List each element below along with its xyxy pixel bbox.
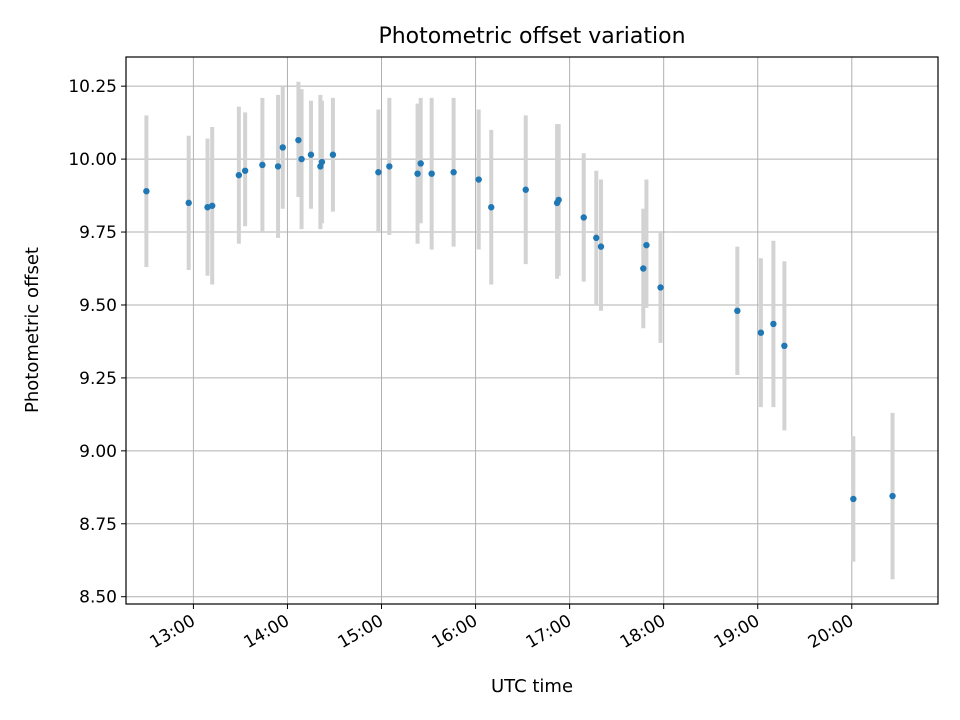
x-tick-label: 16:00 (429, 611, 481, 653)
data-point (428, 170, 435, 177)
data-point (889, 492, 896, 500)
data-point (593, 234, 600, 242)
x-axis-label: UTC time (491, 676, 573, 697)
x-tick-label: 13:00 (146, 611, 198, 653)
data-point (770, 320, 777, 328)
y-tick-layer: 8.50 8.75 9.00 9.25 9.50 9.75 10.00 10.25 (68, 77, 126, 608)
y-tick-label: 9.25 (79, 369, 117, 389)
x-tick-label: 20:00 (805, 611, 857, 653)
data-point (235, 171, 243, 179)
data-point (329, 151, 337, 158)
data-point (143, 187, 150, 195)
data-point (295, 136, 302, 144)
data-point (209, 202, 216, 209)
x-tick-label: 15:00 (335, 611, 387, 653)
point-layer (143, 136, 896, 503)
x-tick-label: 18:00 (617, 611, 669, 653)
grid-layer (126, 57, 938, 604)
y-tick-label: 9.00 (79, 442, 117, 462)
data-point (757, 329, 765, 336)
data-point (259, 161, 266, 169)
x-tick-label: 19:00 (711, 611, 763, 653)
data-point (643, 241, 650, 249)
data-point (734, 307, 741, 315)
x-tick-label: 14:00 (241, 611, 293, 653)
data-point (414, 170, 421, 177)
data-point (597, 243, 605, 250)
data-point (522, 186, 529, 193)
data-point (488, 204, 495, 211)
data-point (580, 214, 587, 221)
data-point (241, 167, 249, 174)
data-point (850, 495, 857, 503)
data-point (657, 284, 664, 291)
data-point (475, 176, 482, 183)
data-point (279, 144, 286, 151)
data-point (386, 163, 393, 170)
y-tick-label: 8.50 (79, 588, 117, 608)
chart-title: Photometric offset variation (378, 24, 685, 49)
data-point (307, 151, 315, 158)
y-tick-label: 10.00 (68, 150, 117, 170)
data-point (185, 199, 192, 207)
data-point (781, 342, 788, 350)
x-tick-label: 17:00 (523, 611, 575, 653)
plot-frame (125, 56, 939, 605)
data-point (375, 169, 382, 176)
y-axis-label: Photometric offset (22, 247, 43, 413)
x-tick-layer: 13:00 14:00 15:00 16:00 17:00 18:00 19:00 20:00 (146, 604, 857, 653)
data-point (318, 158, 326, 166)
y-tick-label: 9.75 (79, 223, 117, 243)
data-point (450, 169, 457, 176)
y-tick-label: 10.25 (68, 77, 117, 97)
y-tick-label: 9.50 (79, 296, 117, 316)
data-point (298, 155, 305, 163)
errorbar-layer (144, 81, 895, 580)
data-point (640, 265, 647, 272)
data-point (417, 160, 424, 167)
y-tick-label: 8.75 (79, 515, 117, 535)
data-point (274, 163, 282, 170)
data-point (555, 196, 562, 204)
